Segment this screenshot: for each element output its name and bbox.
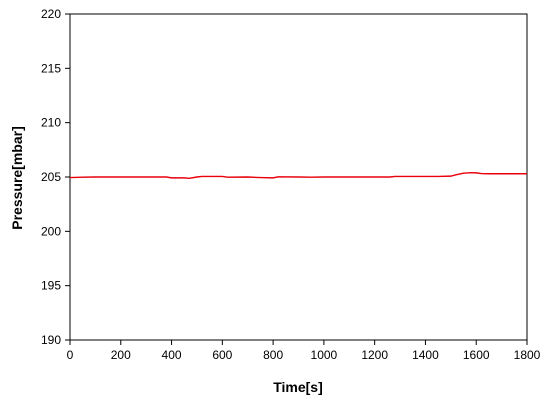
x-tick-label: 1400 xyxy=(412,348,439,362)
y-tick-label: 205 xyxy=(41,170,61,184)
x-tick-label: 1200 xyxy=(361,348,388,362)
x-tick-label: 200 xyxy=(111,348,131,362)
y-tick-label: 215 xyxy=(41,61,61,75)
x-tick-label: 1000 xyxy=(311,348,338,362)
y-tick-label: 195 xyxy=(41,279,61,293)
y-tick-label: 220 xyxy=(41,7,61,21)
axes-layer: 0 200 400 600 800 1000 1200 1400 1600 1800 190 195 2… xyxy=(41,7,541,362)
x-tick-label: 0 xyxy=(67,348,74,362)
x-tick-label: 800 xyxy=(263,348,283,362)
y-tick-label: 200 xyxy=(41,224,61,238)
series-layer xyxy=(69,171,527,180)
x-axis-title: Time[s] xyxy=(273,379,323,395)
x-tick-label: 1600 xyxy=(463,348,490,362)
y-tick-label: 210 xyxy=(41,116,61,130)
x-tick-label: 1800 xyxy=(514,348,541,362)
y-tick-label: 190 xyxy=(41,333,61,347)
x-tick-label: 400 xyxy=(162,348,182,362)
y-axis-title: Pressure[mbar] xyxy=(9,126,25,230)
pressure-series-line xyxy=(69,171,527,180)
x-tick-label: 600 xyxy=(212,348,232,362)
